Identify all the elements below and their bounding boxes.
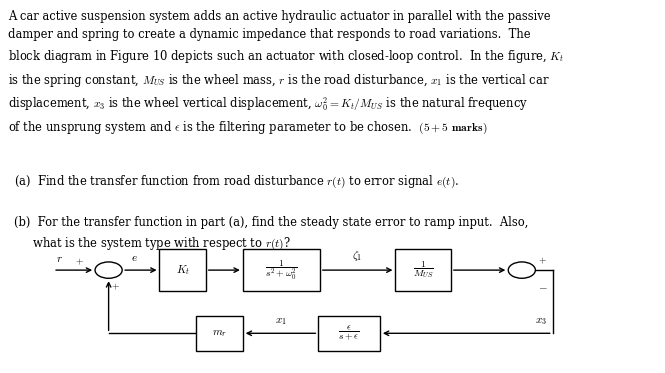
Text: $x_1$: $x_1$ [275,316,287,327]
Text: $K_t$: $K_t$ [176,263,190,277]
Text: $\dfrac{\epsilon}{s+\epsilon}$: $\dfrac{\epsilon}{s+\epsilon}$ [338,324,360,342]
Text: $\zeta_1$: $\zeta_1$ [352,250,362,263]
Text: (a)  Find the transfer function from road disturbance $r(t)$ to error signal $e(: (a) Find the transfer function from road… [14,173,529,252]
Bar [196,316,243,351]
Text: $\dfrac{1}{M_{US}}$: $\dfrac{1}{M_{US}}$ [413,260,434,280]
Text: $e$: $e$ [131,253,138,263]
Bar [243,249,320,291]
Circle shape [508,262,535,278]
Circle shape [95,262,122,278]
Text: $-$: $-$ [539,281,548,291]
Text: A car active suspension system adds an active hydraulic actuator in parallel wit: A car active suspension system adds an a… [8,10,564,136]
Text: $x_3$: $x_3$ [535,316,547,327]
Bar [160,249,205,291]
Text: $m_r$: $m_r$ [212,328,227,339]
Bar [396,249,451,291]
Text: $r$: $r$ [57,254,63,264]
Text: $+$: $+$ [111,282,120,292]
Text: $+$: $+$ [539,256,547,266]
Bar [319,316,380,351]
Text: $+$: $+$ [75,257,84,267]
Text: $\dfrac{1}{s^2+\omega_0^2}$: $\dfrac{1}{s^2+\omega_0^2}$ [265,258,298,282]
